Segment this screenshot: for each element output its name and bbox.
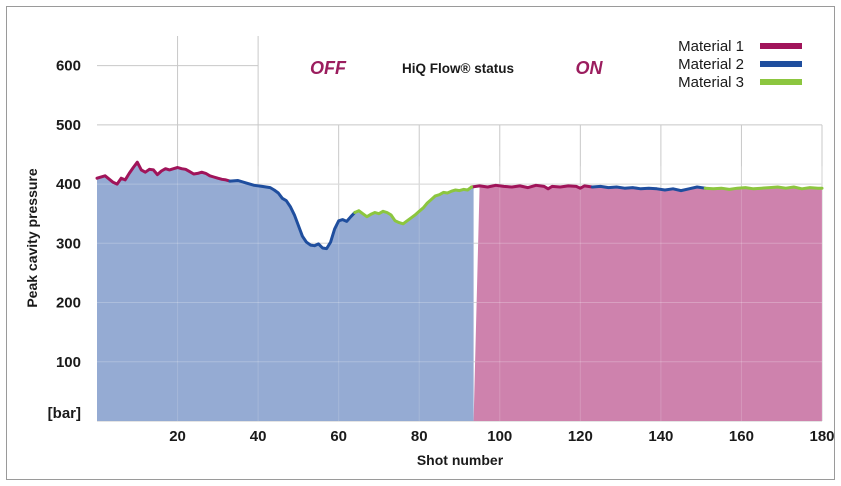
tick-labels: 100 200 300 400 500 600 20 40 60 80 100 120 140 160 18… xyxy=(56,58,835,445)
series-line-3-segment-2 xyxy=(703,185,824,191)
area-on xyxy=(473,185,822,421)
status-on-label: ON xyxy=(576,58,604,78)
series-line-1-segment-1 xyxy=(95,160,232,186)
series-lines xyxy=(95,160,824,251)
area-off xyxy=(97,162,474,421)
x-tick-140: 140 xyxy=(648,428,673,445)
legend-swatch-3 xyxy=(760,79,802,85)
status-label: HiQ Flow® status xyxy=(402,61,514,76)
y-axis-title: Peak cavity pressure xyxy=(24,168,40,308)
x-tick-180: 180 xyxy=(809,428,834,445)
series-line-2-segment-2 xyxy=(590,184,707,193)
y-unit-label: [bar] xyxy=(48,405,81,422)
series-line-3-segment-1 xyxy=(353,185,474,226)
y-tick-400: 400 xyxy=(56,176,81,193)
x-tick-80: 80 xyxy=(411,428,428,445)
legend-label-1: Material 1 xyxy=(678,38,744,55)
y-tick-500: 500 xyxy=(56,117,81,134)
y-tick-200: 200 xyxy=(56,295,81,312)
chart-frame xyxy=(6,6,835,480)
x-tick-160: 160 xyxy=(729,428,754,445)
series-line-1-segment-2 xyxy=(470,183,594,191)
y-tick-100: 100 xyxy=(56,354,81,371)
y-tick-600: 600 xyxy=(56,58,81,75)
x-tick-40: 40 xyxy=(250,428,267,445)
x-tick-120: 120 xyxy=(568,428,593,445)
y-tick-300: 300 xyxy=(56,235,81,252)
legend-swatch-1 xyxy=(760,43,802,49)
series-line-2-segment-1 xyxy=(228,179,357,251)
legend-swatch-2 xyxy=(760,61,802,67)
x-tick-60: 60 xyxy=(330,428,347,445)
x-tick-100: 100 xyxy=(487,428,512,445)
status-off-label: OFF xyxy=(310,58,347,78)
status-areas xyxy=(97,162,823,421)
x-tick-20: 20 xyxy=(169,428,186,445)
legend-label-3: Material 3 xyxy=(678,74,744,91)
legend-label-2: Material 2 xyxy=(678,56,744,73)
x-axis-title: Shot number xyxy=(417,452,504,468)
